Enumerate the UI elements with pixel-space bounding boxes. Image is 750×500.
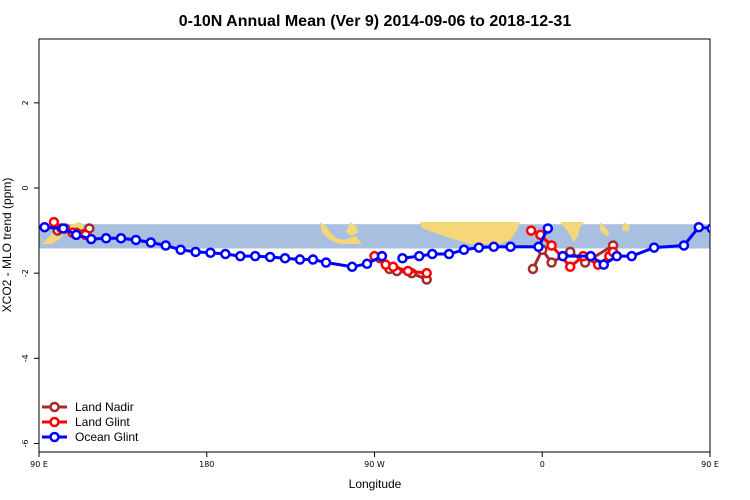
- ocean-glint-point: [740, 233, 748, 241]
- ocean-glint-point: [346, 261, 358, 273]
- land-malaysia: [600, 222, 610, 236]
- ocean-glint-point: [249, 250, 261, 262]
- ocean-glint-point: [678, 240, 690, 251]
- y-axis-label: XCO2 - MLO trend (ppm): [0, 178, 14, 313]
- legend-item-land-nadir: Land Nadir: [42, 400, 134, 414]
- ocean-glint-point: [728, 231, 736, 239]
- ocean-glint-point: [279, 253, 291, 264]
- ocean-glint-point: [294, 254, 306, 265]
- ocean-glint-point: [626, 250, 637, 262]
- ocean-glint-point: [648, 242, 660, 253]
- land-nadir-point: [527, 263, 539, 275]
- ocean-glint-point: [85, 233, 97, 245]
- ocean-glint-point: [443, 248, 455, 260]
- ocean-glint-point: [488, 241, 500, 253]
- x-tick-label: 0: [540, 460, 545, 469]
- legend-label: Land Nadir: [75, 400, 134, 414]
- ocean-glint-point: [235, 250, 246, 262]
- land-glint-point: [387, 261, 399, 273]
- legend-label: Land Glint: [75, 415, 130, 429]
- ocean-glint-point: [220, 248, 231, 260]
- ocean-glint-point: [533, 241, 544, 253]
- ocean-glint-point: [706, 223, 710, 234]
- land-glint-point: [719, 239, 727, 247]
- ocean-glint-point: [100, 233, 112, 244]
- ocean-glint-point: [397, 253, 408, 264]
- legend-item-land-glint: Land Glint: [42, 415, 130, 429]
- land-glint-point: [564, 261, 576, 273]
- land-philippines: [622, 222, 630, 232]
- ocean-glint-point: [376, 250, 388, 262]
- y-tick-label: -2: [21, 269, 30, 277]
- land-glint-point: [725, 246, 733, 254]
- ocean-glint-point: [458, 244, 470, 256]
- ocean-glint-point: [130, 234, 142, 246]
- land-west-africa: [420, 222, 520, 244]
- y-tick-label: 0: [21, 185, 30, 190]
- legend-swatch-marker: [49, 401, 60, 413]
- ocean-glint-point: [611, 250, 623, 262]
- x-axis: 90 E 180 90 W 0 90 E: [30, 452, 719, 469]
- y-tick-label: -4: [21, 354, 30, 362]
- land-glint-point: [546, 240, 557, 251]
- y-axis: 2 0 -2 -4 -6: [21, 100, 39, 447]
- ocean-glint-point: [39, 221, 50, 233]
- ocean-glint-point: [693, 221, 705, 233]
- ocean-glint-point: [57, 223, 69, 234]
- legend-swatch-marker: [49, 431, 60, 443]
- ocean-glint-point: [361, 258, 373, 270]
- series-ocean-glint: [39, 221, 748, 273]
- ocean-glint-line: [402, 227, 550, 260]
- ocean-glint-point: [264, 251, 276, 263]
- land-glint-point: [421, 267, 432, 279]
- land-india: [560, 222, 584, 242]
- land-nadir-point: [723, 246, 731, 254]
- x-axis-label: Longitude: [349, 477, 402, 491]
- ocean-glint-point: [427, 248, 438, 260]
- ocean-glint-point: [190, 246, 201, 258]
- x-tick-label: 90 W: [364, 460, 385, 469]
- land-glint-point: [736, 218, 744, 226]
- ocean-glint-point: [542, 223, 554, 234]
- chart-title: 0-10N Annual Mean (Ver 9) 2014-09-06 to …: [179, 13, 572, 30]
- land-nadir-point: [719, 237, 727, 245]
- ocean-glint-point: [175, 244, 186, 256]
- ocean-glint-point: [505, 241, 516, 253]
- ocean-glint-point: [598, 259, 610, 270]
- legend-swatch-marker: [49, 416, 60, 428]
- ocean-glint-point: [557, 250, 569, 262]
- land-glint-point: [48, 216, 60, 228]
- land-colombia: [346, 222, 358, 236]
- land-panama: [320, 222, 362, 244]
- ocean-glint-point: [413, 250, 425, 262]
- ocean-glint-point: [307, 254, 319, 265]
- ocean-glint-point: [205, 247, 216, 258]
- ocean-glint-point: [71, 229, 82, 241]
- ocean-glint-point: [473, 242, 485, 253]
- land-glint-point: [525, 225, 537, 236]
- x-tick-label: 90 E: [30, 460, 48, 469]
- land-nadir-point: [546, 257, 557, 268]
- series-group: [39, 216, 750, 285]
- ocean-glint-point: [145, 237, 157, 248]
- legend-label: Ocean Glint: [75, 430, 139, 444]
- land-nadir-point: [736, 227, 744, 235]
- land-glint-line: [723, 222, 750, 250]
- land-glint-point: [402, 265, 414, 277]
- ocean-glint-point: [585, 250, 596, 262]
- y-tick-label: -6: [21, 439, 30, 447]
- ocean-glint-point: [115, 233, 127, 244]
- y-tick-label: 2: [21, 100, 30, 105]
- x-tick-label: 180: [199, 460, 214, 469]
- ocean-glint-point: [160, 240, 171, 251]
- land-nadir-line: [723, 228, 750, 249]
- legend-item-ocean-glint: Ocean Glint: [42, 430, 139, 444]
- x-tick-label: 90 E: [701, 460, 719, 469]
- ocean-glint-point: [320, 257, 332, 268]
